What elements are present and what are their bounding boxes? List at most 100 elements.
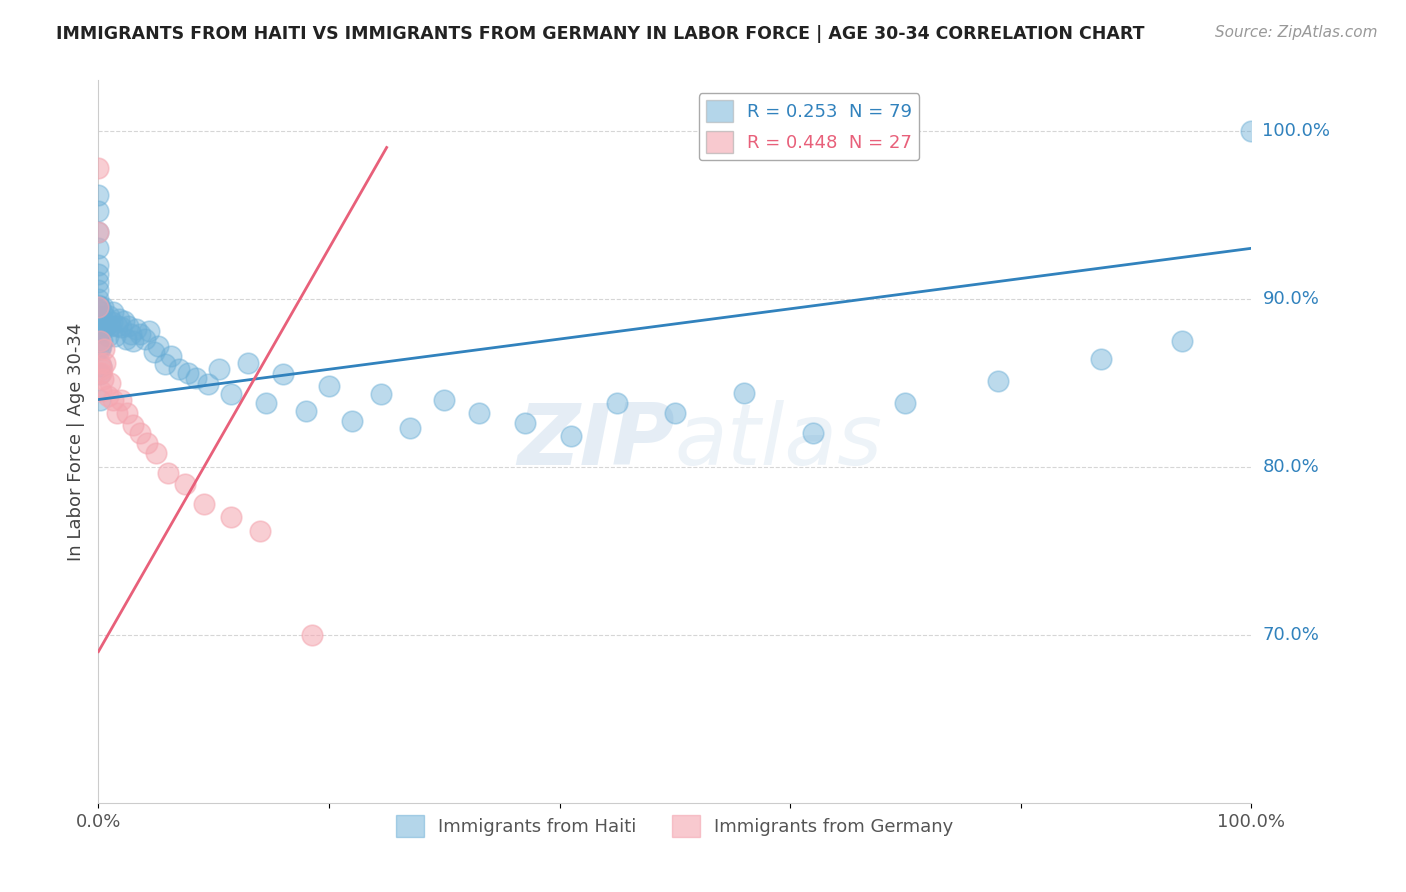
- Text: atlas: atlas: [675, 400, 883, 483]
- Point: [145, 446, 167, 460]
- Point: [148, 339, 170, 353]
- Point: [987, 374, 1010, 388]
- Point: [219, 510, 242, 524]
- Point: [89, 334, 111, 348]
- Point: [129, 326, 152, 341]
- Legend: Immigrants from Haiti, Immigrants from Germany: Immigrants from Haiti, Immigrants from G…: [389, 808, 960, 845]
- Point: [606, 396, 628, 410]
- Point: [894, 396, 917, 410]
- Point: [560, 429, 582, 443]
- Point: [87, 292, 110, 306]
- Point: [125, 322, 148, 336]
- Text: IMMIGRANTS FROM HAITI VS IMMIGRANTS FROM GERMANY IN LABOR FORCE | AGE 30-34 CORR: IMMIGRANTS FROM HAITI VS IMMIGRANTS FROM…: [56, 25, 1144, 43]
- Point: [110, 320, 132, 334]
- Point: [87, 204, 110, 219]
- Point: [105, 406, 128, 420]
- Point: [142, 345, 165, 359]
- Point: [156, 467, 179, 481]
- Point: [112, 313, 135, 327]
- Point: [98, 318, 121, 333]
- Point: [208, 362, 231, 376]
- Point: [87, 326, 110, 340]
- Point: [115, 332, 138, 346]
- Point: [87, 300, 110, 314]
- Y-axis label: In Labor Force | Age 30-34: In Labor Force | Age 30-34: [66, 322, 84, 561]
- Point: [90, 359, 112, 373]
- Point: [160, 349, 183, 363]
- Point: [340, 414, 363, 428]
- Point: [167, 362, 190, 376]
- Point: [122, 334, 145, 348]
- Point: [98, 376, 121, 390]
- Point: [155, 357, 177, 371]
- Point: [97, 309, 120, 323]
- Point: [90, 362, 112, 376]
- Point: [87, 161, 110, 175]
- Point: [89, 355, 111, 369]
- Point: [398, 421, 420, 435]
- Point: [238, 355, 260, 369]
- Point: [105, 318, 128, 333]
- Point: [87, 187, 110, 202]
- Point: [1171, 334, 1194, 348]
- Point: [87, 309, 110, 323]
- Point: [177, 366, 200, 380]
- Point: [664, 406, 686, 420]
- Point: [1240, 124, 1263, 138]
- Point: [89, 368, 111, 382]
- Point: [101, 315, 124, 329]
- Point: [108, 311, 131, 326]
- Point: [1090, 352, 1112, 367]
- Point: [87, 267, 110, 281]
- Point: [90, 305, 112, 319]
- Point: [110, 392, 132, 407]
- Point: [135, 436, 157, 450]
- Point: [513, 416, 536, 430]
- Point: [89, 300, 111, 314]
- Point: [96, 318, 118, 333]
- Point: [90, 334, 112, 348]
- Point: [94, 355, 117, 369]
- Point: [87, 275, 110, 289]
- Point: [89, 326, 111, 340]
- Point: [93, 342, 115, 356]
- Point: [174, 476, 197, 491]
- Point: [103, 392, 125, 407]
- Point: [318, 379, 340, 393]
- Point: [433, 392, 456, 407]
- Point: [90, 366, 112, 380]
- Point: [219, 387, 242, 401]
- Point: [193, 497, 215, 511]
- Point: [103, 305, 125, 319]
- Point: [87, 241, 110, 255]
- Point: [138, 324, 160, 338]
- Point: [122, 417, 145, 432]
- Point: [91, 300, 114, 314]
- Point: [186, 370, 208, 384]
- Point: [120, 326, 142, 341]
- Point: [103, 328, 125, 343]
- Point: [134, 332, 156, 346]
- Point: [97, 328, 120, 343]
- Point: [197, 377, 219, 392]
- Point: [87, 225, 110, 239]
- Point: [87, 225, 110, 239]
- Point: [91, 372, 114, 386]
- Point: [254, 396, 277, 410]
- Point: [249, 524, 271, 538]
- Point: [89, 392, 111, 407]
- Point: [117, 318, 139, 333]
- Point: [87, 317, 110, 331]
- Point: [129, 426, 152, 441]
- Text: 90.0%: 90.0%: [1263, 290, 1319, 308]
- Text: Source: ZipAtlas.com: Source: ZipAtlas.com: [1215, 25, 1378, 40]
- Point: [301, 628, 323, 642]
- Point: [271, 368, 294, 382]
- Point: [295, 404, 318, 418]
- Point: [91, 322, 114, 336]
- Point: [97, 389, 120, 403]
- Point: [87, 283, 110, 297]
- Point: [117, 406, 139, 420]
- Point: [87, 298, 110, 312]
- Point: [87, 303, 110, 318]
